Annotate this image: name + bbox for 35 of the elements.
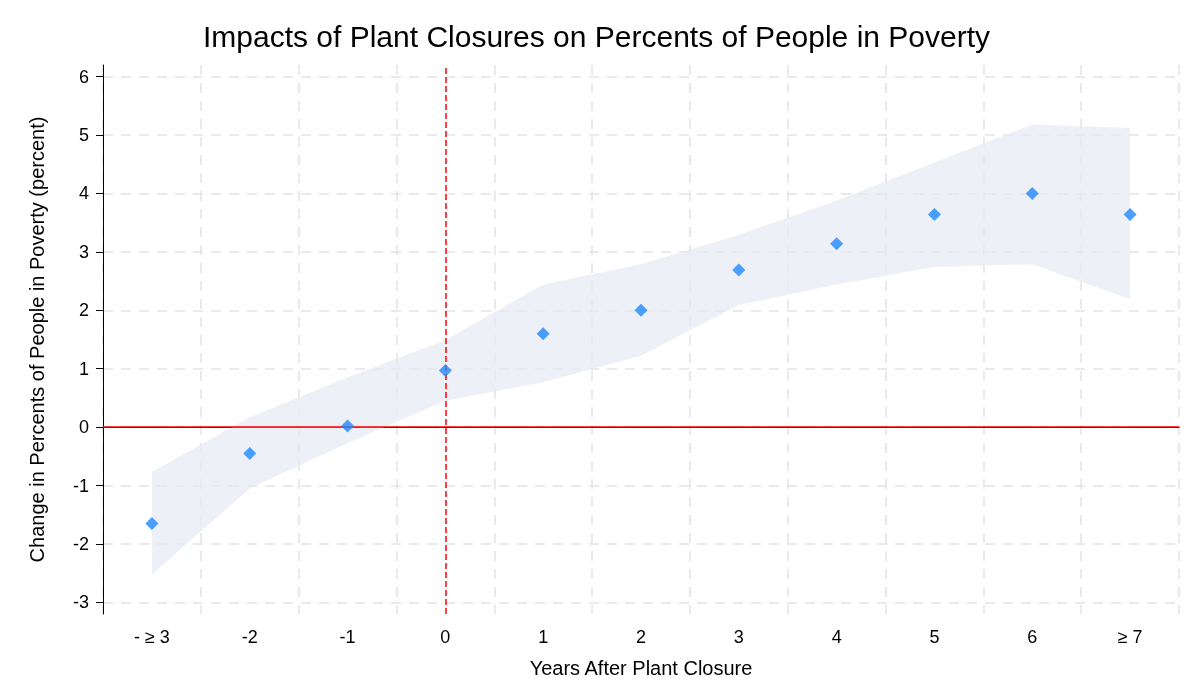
point bbox=[438, 363, 452, 377]
x-tick-label: 6 bbox=[1027, 627, 1038, 647]
y-tick-label: 3 bbox=[78, 241, 89, 262]
x-tick-label: 1 bbox=[538, 627, 549, 647]
point bbox=[732, 263, 746, 277]
x-tick-label: ≥ 7 bbox=[1117, 627, 1143, 647]
x-tick-label: - ≥ 3 bbox=[133, 627, 170, 647]
point bbox=[634, 303, 648, 317]
x-tick-label: 5 bbox=[929, 627, 940, 647]
point bbox=[145, 516, 159, 530]
y-tick-label: 6 bbox=[78, 66, 89, 87]
y-tick-label: -3 bbox=[72, 592, 89, 613]
x-tick-label: 4 bbox=[831, 627, 842, 647]
point bbox=[830, 237, 844, 251]
y-tick-label: 5 bbox=[78, 125, 89, 146]
y-tick-label: 2 bbox=[78, 300, 89, 321]
chart-title: Impacts of Plant Closures on Percents of People in Poverty bbox=[202, 19, 991, 53]
y-axis-title: Change in Percents of People in Poverty (percent) bbox=[26, 116, 48, 563]
y-tick-label: -1 bbox=[72, 475, 89, 496]
point bbox=[341, 419, 355, 433]
point bbox=[243, 446, 257, 460]
point bbox=[1025, 186, 1039, 200]
x-axis-title: Years After Plant Closure bbox=[529, 657, 753, 679]
y-tick-label: -2 bbox=[72, 533, 89, 554]
x-tick-label: -2 bbox=[241, 627, 258, 647]
point bbox=[536, 327, 550, 341]
x-tick-label: 0 bbox=[440, 627, 451, 647]
x-tick-label: -1 bbox=[339, 627, 356, 647]
x-tick-label: 3 bbox=[733, 627, 744, 647]
y-tick-label: 0 bbox=[78, 417, 89, 438]
point bbox=[1123, 208, 1137, 222]
y-tick-label: 4 bbox=[78, 183, 89, 204]
x-tick-label: 2 bbox=[635, 627, 647, 647]
point bbox=[927, 208, 941, 222]
y-tick-label: 1 bbox=[78, 358, 89, 379]
